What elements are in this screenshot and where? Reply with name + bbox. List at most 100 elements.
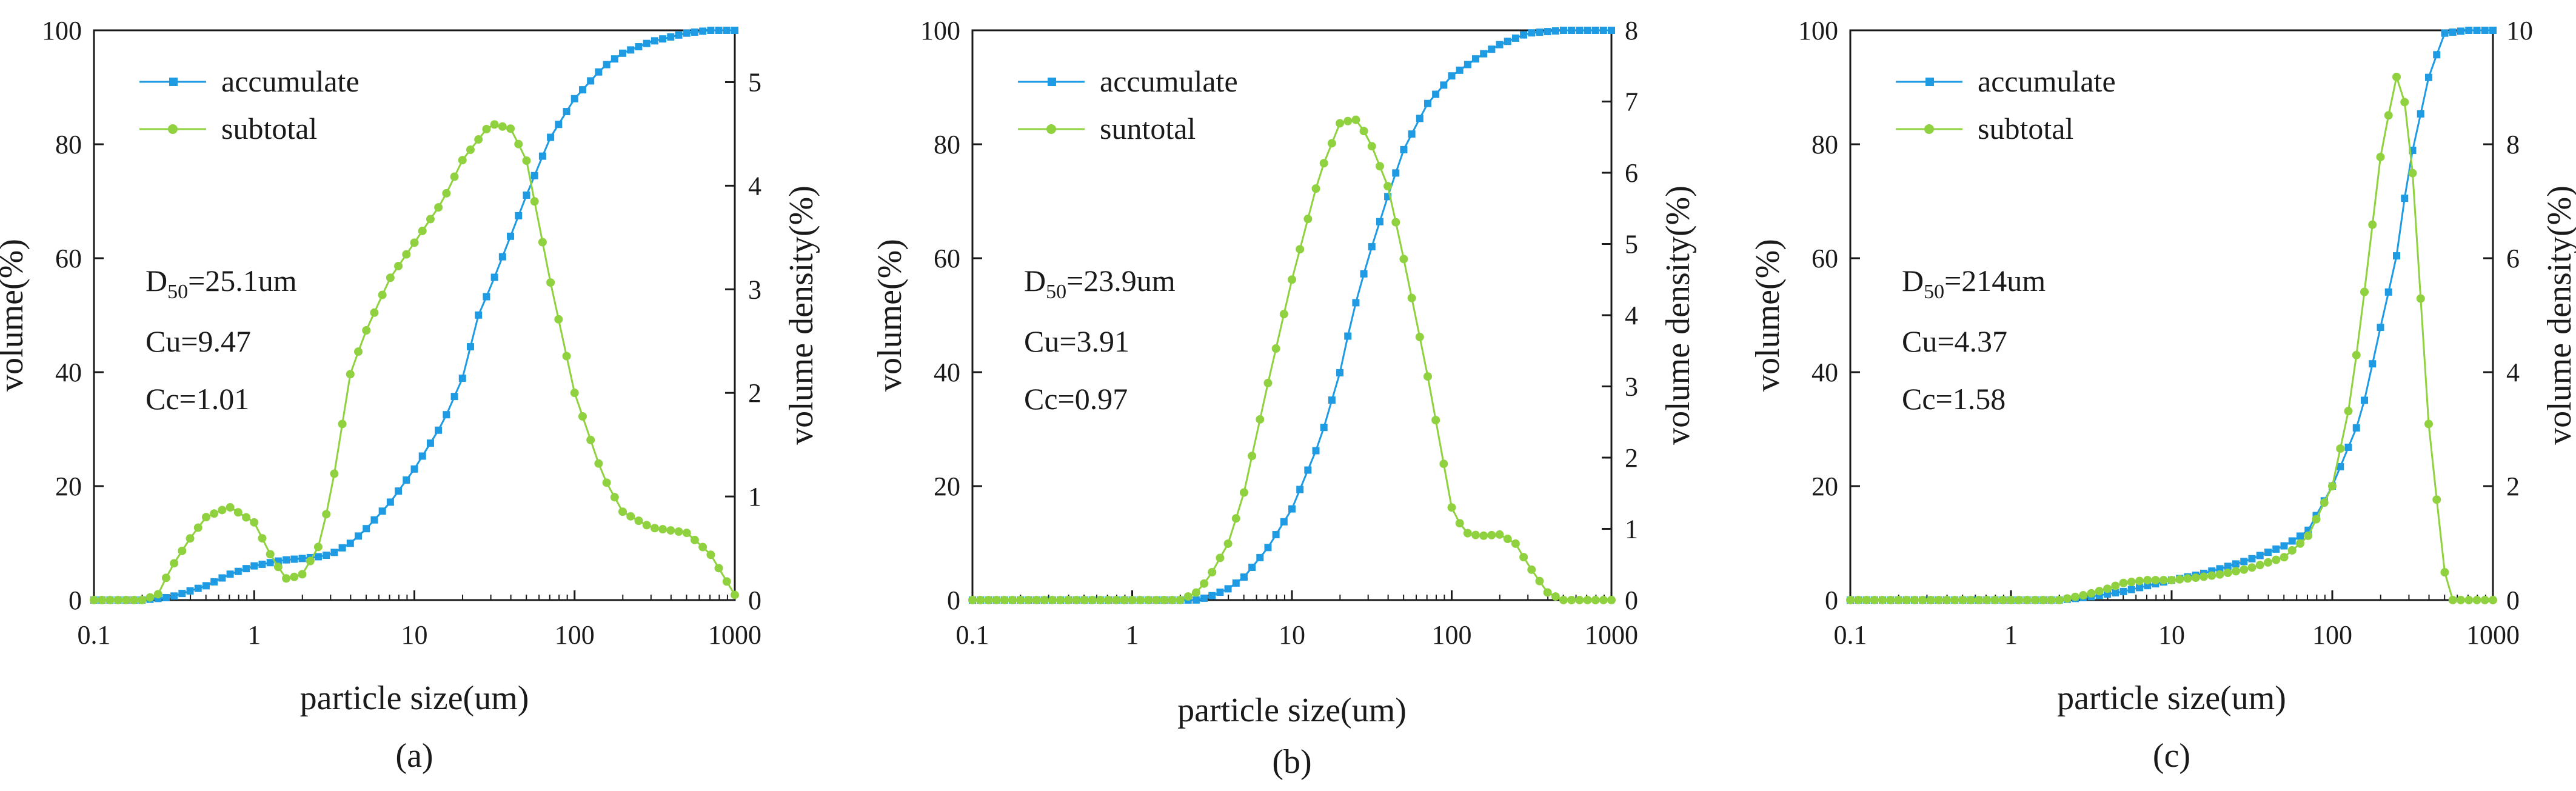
d50-prefix: D (1902, 264, 1924, 298)
data-point (523, 191, 530, 199)
data-point (153, 590, 162, 599)
plot-area (90, 27, 739, 604)
x-tick-label: 10 (401, 620, 428, 650)
y2-tick-label: 7 (1625, 87, 1638, 117)
data-point (659, 35, 667, 43)
data-point (226, 570, 234, 578)
data-point (2047, 596, 2056, 604)
data-point (2095, 587, 2104, 596)
panel-caption: (b) (1272, 743, 1311, 781)
y2-tick-label: 1 (748, 482, 761, 512)
data-point (2441, 29, 2449, 37)
y2-tick-label: 3 (1625, 372, 1638, 402)
legend-label: suntotal (1100, 112, 1196, 145)
data-point (2159, 576, 2168, 585)
data-point (674, 527, 683, 536)
data-point (1008, 596, 1017, 604)
y2-tick-label: 1 (1625, 515, 1638, 544)
data-point (1950, 596, 1959, 604)
data-point (1359, 127, 1368, 136)
data-point (1846, 596, 1855, 604)
series-line-accumulate (94, 29, 735, 601)
legend: accumulate subtotal (139, 64, 360, 145)
x-tick-label: 100 (1432, 620, 1472, 650)
data-point (298, 555, 306, 562)
data-point (483, 293, 490, 301)
data-point (2296, 539, 2304, 548)
data-point (563, 108, 570, 116)
data-point (2489, 596, 2497, 604)
data-point (1472, 55, 1480, 63)
data-point (1488, 45, 1496, 53)
data-point (1511, 539, 1520, 548)
data-point (1192, 596, 1200, 604)
data-point (2272, 555, 2281, 564)
data-point (1360, 270, 1368, 278)
data-point (2336, 444, 2345, 453)
y2-tick-label: 6 (1625, 158, 1638, 188)
data-point (443, 411, 450, 419)
series-line-accumulate (1850, 29, 2493, 601)
data-point (603, 61, 611, 68)
data-point (619, 49, 627, 57)
data-point (403, 476, 410, 484)
data-point (2062, 594, 2072, 603)
data-point (2408, 169, 2417, 178)
data-point (2119, 578, 2128, 587)
data-point (570, 95, 578, 102)
y-tick-label: 0 (1825, 586, 1838, 615)
data-point (386, 498, 394, 506)
data-point (1256, 415, 1265, 424)
data-point (1551, 27, 1559, 35)
data-point (1112, 596, 1121, 604)
data-point (1183, 592, 1193, 601)
x-tick-label: 100 (555, 620, 595, 650)
d50-annotation: D50=214um (1902, 264, 2046, 303)
data-point (250, 562, 258, 570)
y-tick-label: 40 (1812, 358, 1838, 387)
y-tick-label: 60 (934, 244, 960, 273)
data-point (2361, 396, 2368, 404)
panel-caption: (c) (2153, 737, 2190, 775)
data-point (2472, 596, 2481, 604)
data-point (386, 273, 395, 282)
data-point (530, 172, 538, 179)
data-point (1312, 447, 1320, 455)
data-point (1966, 596, 1975, 604)
data-point (698, 542, 708, 552)
data-point (578, 86, 586, 94)
y2-tick-label: 8 (1625, 16, 1638, 45)
data-point (1319, 159, 1328, 168)
data-point (2223, 569, 2232, 578)
data-point (1280, 518, 1288, 526)
data-point (218, 574, 226, 582)
data-point (330, 469, 339, 478)
data-point (1862, 596, 1871, 604)
data-point (1440, 81, 1448, 89)
data-point (146, 593, 155, 602)
x-tick-label: 1 (1126, 620, 1139, 650)
plot-area (1846, 27, 2497, 604)
data-point (1894, 596, 1903, 604)
data-point (2368, 220, 2377, 229)
data-point (2248, 555, 2256, 562)
data-point (1576, 27, 1584, 34)
y-tick-label: 20 (55, 472, 82, 501)
data-point (2424, 419, 2433, 429)
data-point (1990, 596, 1999, 604)
data-point (2151, 576, 2160, 585)
data-point (2280, 553, 2289, 562)
data-point (426, 215, 435, 224)
y-tick-label: 80 (934, 130, 960, 159)
data-point (635, 43, 643, 51)
data-point (2416, 294, 2425, 303)
data-point (570, 389, 579, 398)
data-point (338, 544, 346, 552)
data-point (2489, 27, 2497, 34)
data-point (1143, 596, 1153, 604)
data-point (243, 565, 250, 573)
data-point (2087, 589, 2096, 598)
data-point (1535, 576, 1544, 586)
data-point (691, 28, 698, 36)
data-point (2465, 27, 2473, 34)
